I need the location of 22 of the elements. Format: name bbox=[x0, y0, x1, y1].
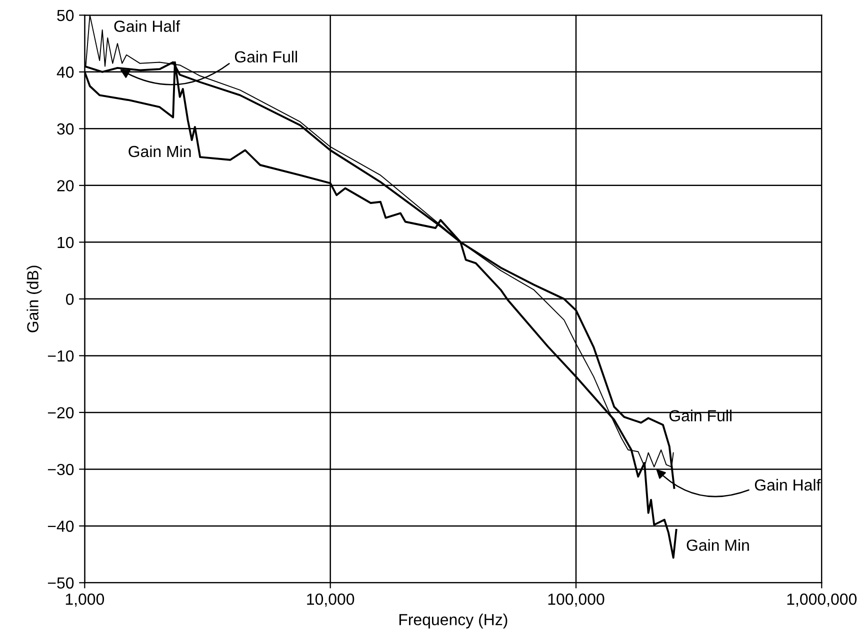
y-tick-label: 50 bbox=[57, 10, 74, 22]
y-tick-label: 40 bbox=[56, 66, 74, 78]
x-tick-label: 10,000 bbox=[307, 594, 354, 607]
y-tick-label: −30 bbox=[48, 464, 74, 476]
annotation: Gain Half bbox=[114, 20, 180, 32]
annotation: Gain Min bbox=[128, 145, 191, 158]
series-label: Gain Min bbox=[686, 539, 749, 551]
y-tick-label: −20 bbox=[48, 407, 74, 418]
y-tick-label: −40 bbox=[48, 520, 74, 532]
annotation: Gain Full bbox=[234, 50, 297, 63]
y-tick-label: −10 bbox=[48, 350, 74, 362]
x-axis-title: Frequency (Hz) bbox=[399, 614, 508, 628]
y-axis-title: Gain (dB) bbox=[26, 266, 42, 332]
text: Gain Half bbox=[754, 478, 821, 491]
x-tick-label: 100,000 bbox=[548, 594, 604, 607]
x-tick-label: 1,000,000 bbox=[787, 594, 857, 607]
y-tick-label: 30 bbox=[57, 123, 74, 135]
y-tick-label: −50 bbox=[48, 577, 74, 589]
x-tick-label: 1,000 bbox=[66, 594, 104, 607]
y-tick-label: 0 bbox=[66, 294, 74, 305]
y-tick-label: 20 bbox=[57, 180, 74, 192]
y-tick-label: 10 bbox=[58, 236, 74, 248]
